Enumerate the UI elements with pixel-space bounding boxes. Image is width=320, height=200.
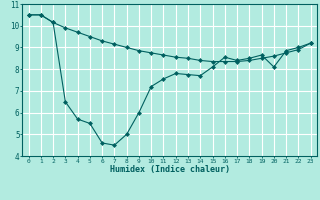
X-axis label: Humidex (Indice chaleur): Humidex (Indice chaleur) — [110, 165, 230, 174]
